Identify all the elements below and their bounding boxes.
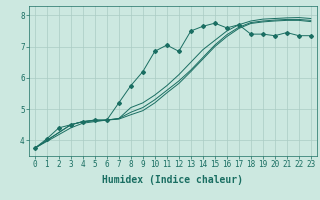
- X-axis label: Humidex (Indice chaleur): Humidex (Indice chaleur): [102, 175, 243, 185]
